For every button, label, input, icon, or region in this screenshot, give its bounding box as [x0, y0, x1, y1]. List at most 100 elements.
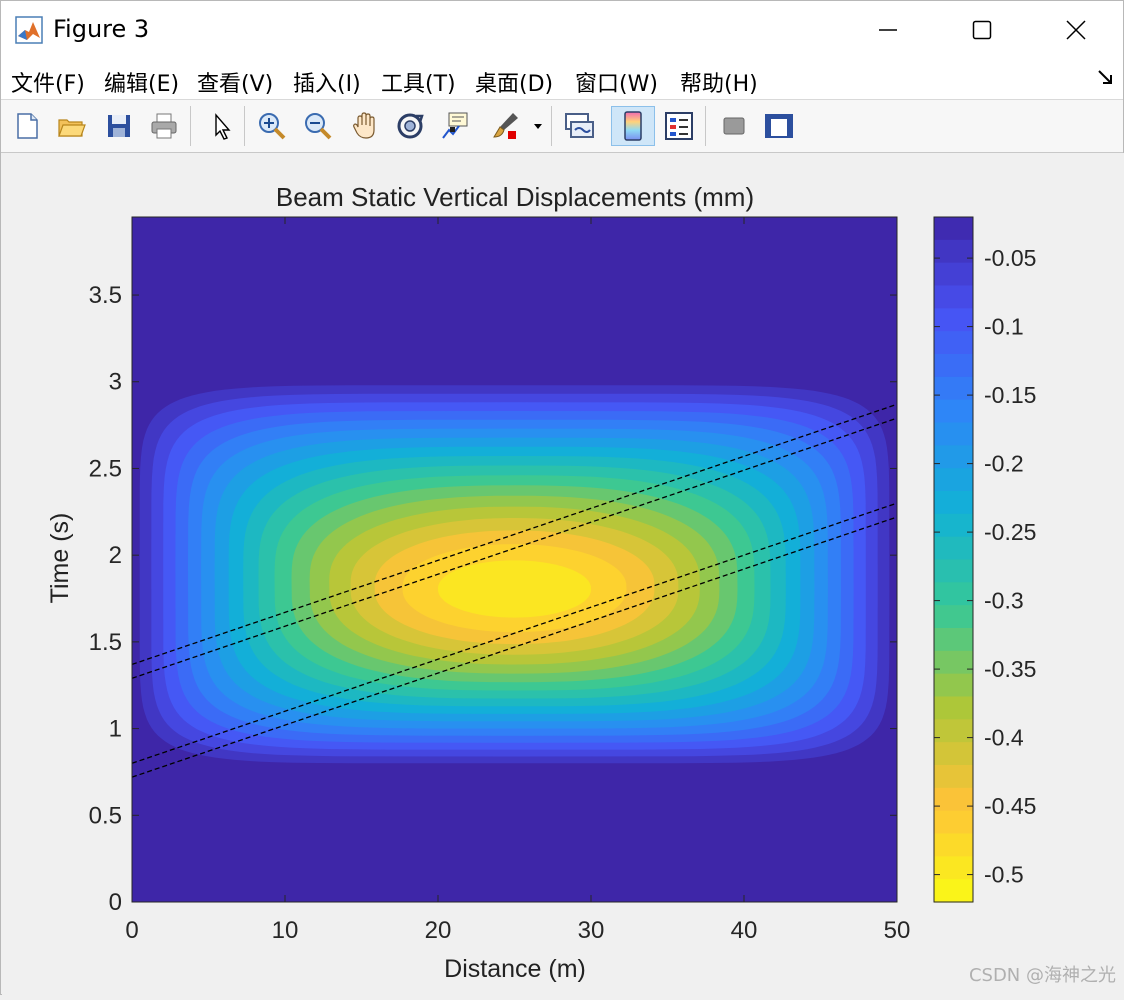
- colorbar-segment: [934, 285, 973, 309]
- close-button[interactable]: [1029, 1, 1123, 59]
- y-tick-label: 3.5: [89, 282, 122, 309]
- colorbar-tick-label: -0.35: [984, 656, 1036, 682]
- y-tick-label: 1.5: [89, 629, 122, 656]
- close-icon: [1066, 20, 1086, 40]
- colorbar-segment: [934, 399, 973, 424]
- title-bar: Figure 3: [1, 1, 1123, 59]
- colorbar-segment: [934, 673, 973, 698]
- colorbar[interactable]: -0.05 -0.1 -0.15 -0.2 -0.25 -0.3 -0.35 -0.4 -0.4…: [933, 216, 1036, 903]
- edit-plot-arrow-icon: [215, 113, 231, 140]
- colorbar-box: [933, 216, 974, 903]
- colorbar-button[interactable]: [611, 106, 655, 146]
- colorbar-segment: [934, 445, 973, 469]
- open-file-button[interactable]: [51, 106, 91, 146]
- colorbar-tick-label: -0.05: [984, 245, 1036, 271]
- colorbar-segment: [934, 422, 973, 446]
- menu-desktop[interactable]: 桌面(D): [475, 72, 554, 97]
- colorbar-segment: [934, 787, 973, 812]
- colorbar-tick-label: -0.1: [984, 314, 1024, 340]
- chevron-down-icon: [534, 124, 542, 129]
- contour-level[interactable]: [438, 560, 591, 618]
- x-tick-label: 40: [731, 917, 758, 944]
- axle-trajectory-line[interactable]: [131, 417, 898, 679]
- menu-insert[interactable]: 插入(I): [293, 72, 361, 97]
- axle-trajectory-line[interactable]: [131, 403, 898, 666]
- data-cursor-button[interactable]: [435, 106, 475, 146]
- brush-dropdown-button[interactable]: [528, 106, 548, 146]
- y-tick-label: 2: [109, 542, 122, 569]
- pan-button[interactable]: [345, 106, 385, 146]
- brush-icon: [493, 113, 518, 139]
- print-button[interactable]: [144, 106, 184, 146]
- link-plot-button[interactable]: [559, 106, 599, 146]
- colorbar-tick-label: -0.5: [984, 862, 1024, 888]
- menu-view[interactable]: 查看(V): [197, 72, 274, 97]
- pan-hand-icon: [353, 112, 375, 139]
- edit-plot-button[interactable]: [201, 106, 241, 146]
- plot-area[interactable]: [131, 217, 898, 902]
- colorbar-tick-label: -0.4: [984, 725, 1024, 751]
- colorbar-segment: [934, 559, 973, 583]
- colorbar-segment: [934, 833, 973, 857]
- zoom-in-button[interactable]: [252, 106, 292, 146]
- colorbar-segment: [934, 536, 973, 561]
- chart-title: Beam Static Vertical Displacements (mm): [276, 182, 754, 212]
- hide-plot-tools-icon: [723, 117, 745, 135]
- print-icon: [151, 113, 177, 139]
- axle-trajectory-line[interactable]: [131, 516, 898, 778]
- figure-toolbar: [1, 100, 1123, 153]
- zoom-out-button[interactable]: [298, 106, 338, 146]
- y-tick-label: 2.5: [89, 455, 122, 482]
- menu-file[interactable]: 文件(F): [11, 72, 85, 97]
- legend-button[interactable]: [659, 106, 699, 146]
- maximize-icon: [972, 20, 992, 40]
- open-file-icon: [58, 119, 86, 137]
- axle-trajectory-line[interactable]: [131, 502, 898, 764]
- colorbar-segment: [934, 719, 973, 743]
- dock-arrow-icon[interactable]: [1097, 69, 1113, 85]
- x-tick-label: 10: [272, 917, 299, 944]
- y-tick-label: 0: [109, 889, 122, 916]
- colorbar-segment: [934, 331, 973, 355]
- colorbar-segment: [934, 696, 973, 720]
- maximize-button[interactable]: [935, 1, 1029, 59]
- y-tick-label: 1: [109, 716, 122, 743]
- colorbar-segment: [934, 582, 973, 606]
- link-plot-icon: [565, 113, 594, 138]
- colorbar-segment: [934, 879, 973, 903]
- matlab-logo-icon: [15, 16, 43, 44]
- show-plot-tools-button[interactable]: [759, 106, 799, 146]
- colorbar-tick-label: -0.2: [984, 451, 1024, 477]
- colorbar-segment: [934, 354, 973, 378]
- colorbar-segment: [934, 650, 973, 675]
- save-button[interactable]: [99, 106, 139, 146]
- colorbar-segment: [934, 810, 973, 835]
- save-icon: [108, 115, 130, 137]
- minimize-button[interactable]: [841, 1, 935, 59]
- minimize-icon: [879, 29, 897, 31]
- colorbar-segment: [934, 856, 973, 880]
- x-tick-label: 30: [578, 917, 605, 944]
- new-figure-button[interactable]: [7, 106, 47, 146]
- y-tick-label: 0.5: [89, 802, 122, 829]
- colorbar-segment: [934, 217, 973, 241]
- axes-box: [131, 216, 898, 903]
- hide-plot-tools-button[interactable]: [714, 106, 754, 146]
- colorbar-tick-label: -0.3: [984, 588, 1024, 614]
- menu-tools[interactable]: 工具(T): [381, 72, 456, 97]
- contour-chart[interactable]: Beam Static Vertical Displacements (mm) …: [2, 153, 1124, 995]
- colorbar-segment: [934, 742, 973, 766]
- menu-window[interactable]: 窗口(W): [575, 72, 658, 97]
- colorbar-segment: [934, 262, 973, 287]
- rotate-3d-button[interactable]: [390, 106, 430, 146]
- legend-icon: [665, 112, 693, 140]
- toolbar-separator: [551, 106, 552, 146]
- menu-edit[interactable]: 编辑(E): [104, 72, 180, 97]
- menu-help[interactable]: 帮助(H): [680, 72, 758, 97]
- colorbar-icon: [624, 111, 642, 141]
- data-cursor-icon: [442, 112, 468, 139]
- brush-button[interactable]: [485, 106, 525, 146]
- new-figure-icon: [17, 113, 38, 139]
- watermark: CSDN @海神之光: [968, 965, 1116, 986]
